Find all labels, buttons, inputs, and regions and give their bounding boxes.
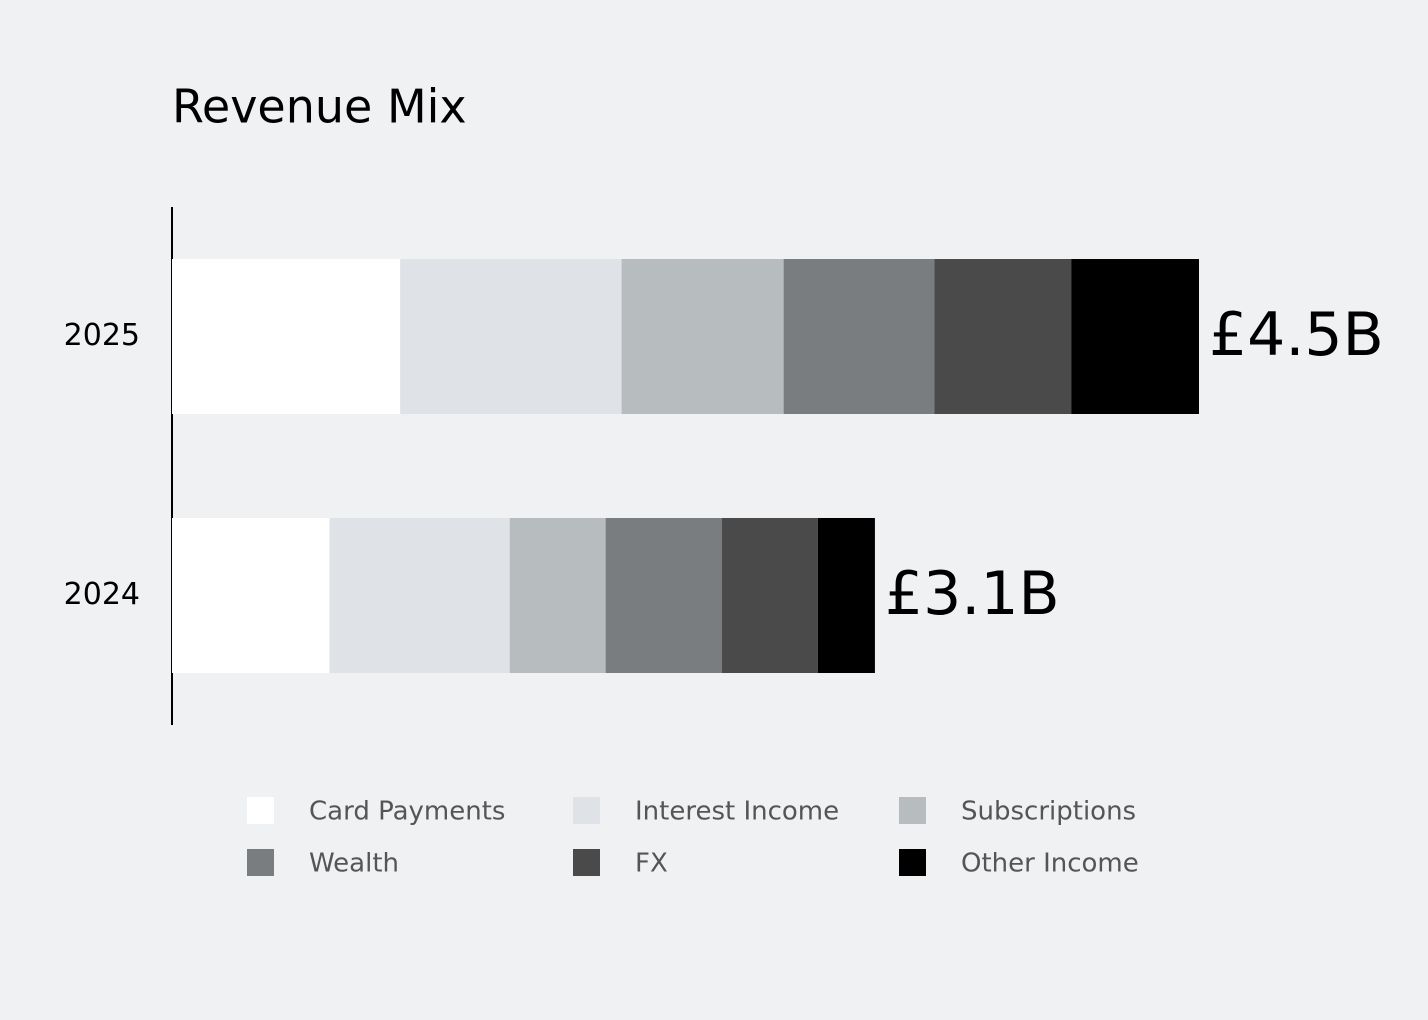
bar-segment bbox=[1071, 259, 1199, 414]
legend-label: Wealth bbox=[309, 849, 399, 879]
legend-label: Other Income bbox=[961, 849, 1139, 879]
legend-swatch bbox=[247, 797, 274, 824]
bar-segment bbox=[329, 518, 510, 673]
legend-label: Subscriptions bbox=[961, 797, 1136, 827]
bar-segment bbox=[172, 259, 401, 414]
legend-label: FX bbox=[635, 849, 668, 879]
y-tick-label: 2024 bbox=[64, 577, 140, 612]
bar-segment bbox=[605, 518, 723, 673]
bar-segment bbox=[621, 259, 784, 414]
bar-segment bbox=[400, 259, 622, 414]
bar-segment bbox=[817, 518, 875, 673]
legend-swatch bbox=[573, 797, 600, 824]
total-label: £3.1B bbox=[885, 559, 1060, 629]
total-label: £4.5B bbox=[1209, 300, 1384, 370]
legend-swatch bbox=[899, 849, 926, 876]
legend-swatch bbox=[247, 849, 274, 876]
bar-segment bbox=[172, 518, 330, 673]
y-tick-label: 2025 bbox=[64, 318, 140, 353]
legend-label: Interest Income bbox=[635, 797, 839, 827]
bar-segment bbox=[509, 518, 606, 673]
chart-title: Revenue Mix bbox=[172, 80, 467, 134]
legend-label: Card Payments bbox=[309, 797, 505, 827]
bar-segment bbox=[934, 259, 1072, 414]
bar-segment bbox=[722, 518, 818, 673]
bar-segment bbox=[783, 259, 935, 414]
legend-swatch bbox=[573, 849, 600, 876]
legend-swatch bbox=[899, 797, 926, 824]
